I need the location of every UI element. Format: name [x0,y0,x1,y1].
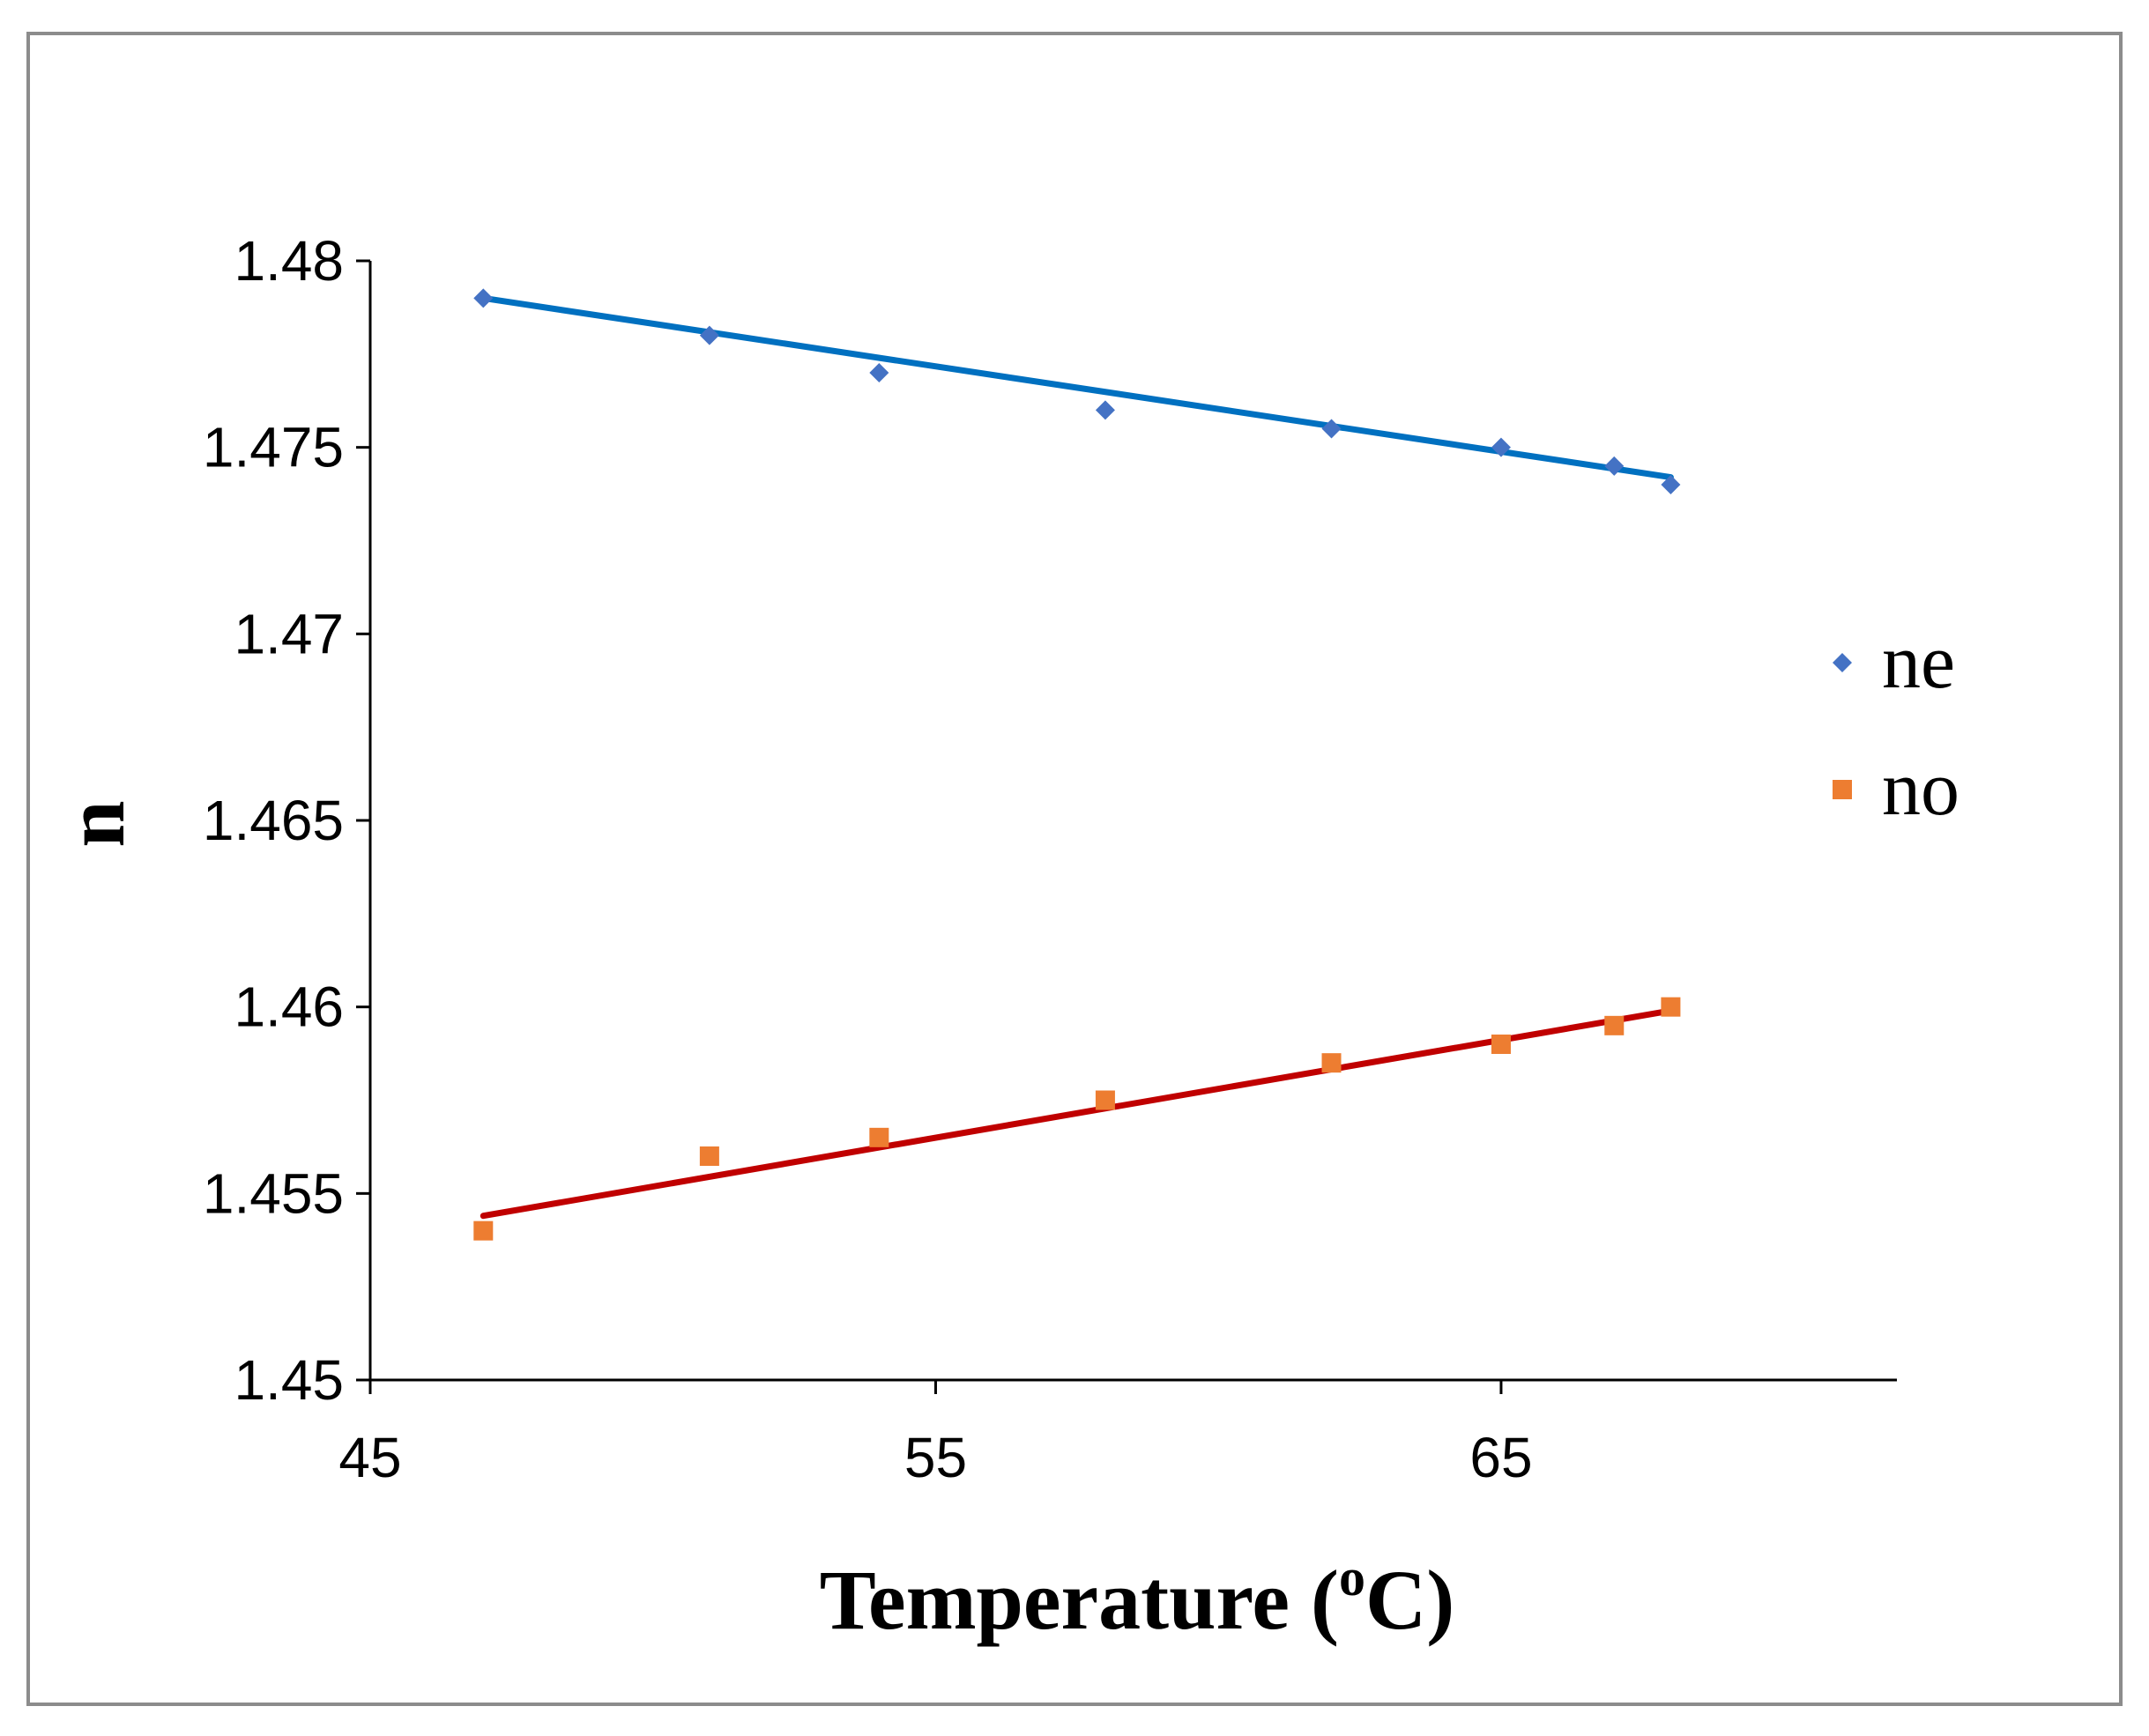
trendline-no [480,1007,1674,1220]
data-points [473,288,1681,1241]
plot-area: 1.45 1.455 1.46 1.465 1.47 1.475 1.48 45 55 65 [203,229,1897,1489]
y-axis-ticks: 1.45 1.455 1.46 1.465 1.47 1.475 1.48 [203,229,370,1412]
point-ne [1604,456,1625,476]
x-axis-title: Temperature (oC) [820,1548,1455,1647]
x-tick-label: 65 [1469,1426,1532,1489]
point-no [1661,997,1681,1017]
point-no [699,1146,719,1166]
point-no [1491,1035,1511,1054]
point-no [1321,1053,1342,1073]
x-tick-label: 55 [904,1426,967,1489]
x-axis-title-main: Temperature ( [820,1553,1339,1647]
point-no [869,1127,889,1147]
x-tick-label: 45 [338,1426,401,1489]
trendline-ne [480,294,1674,481]
point-ne [1321,419,1342,439]
y-tick-label: 1.455 [203,1161,344,1225]
point-ne [699,325,719,345]
legend: ne no [1833,619,1959,832]
legend-label-no: no [1882,746,1959,832]
y-tick-label: 1.46 [234,976,344,1039]
y-tick-label: 1.47 [234,602,344,665]
y-tick-label: 1.45 [234,1348,344,1412]
point-no [1604,1015,1625,1035]
x-axis-title-tail: C) [1365,1553,1454,1647]
point-ne [869,363,889,382]
y-tick-label: 1.475 [203,416,344,479]
y-tick-label: 1.465 [203,789,344,852]
x-axis-ticks: 45 55 65 [338,1380,1533,1489]
x-axis-title-superscript: o [1339,1548,1365,1606]
legend-marker-no [1833,780,1852,799]
point-ne [1491,437,1511,457]
point-ne [473,288,494,308]
point-ne [1095,400,1115,420]
legend-label-ne: ne [1882,619,1955,705]
point-no [473,1220,494,1241]
y-tick-label: 1.48 [234,229,344,293]
point-no [1095,1090,1115,1110]
chart-frame [26,32,2123,1706]
point-ne [1661,475,1681,494]
legend-marker-ne [1833,653,1852,672]
y-axis-title: n [48,800,142,847]
trendlines [480,294,1674,1220]
